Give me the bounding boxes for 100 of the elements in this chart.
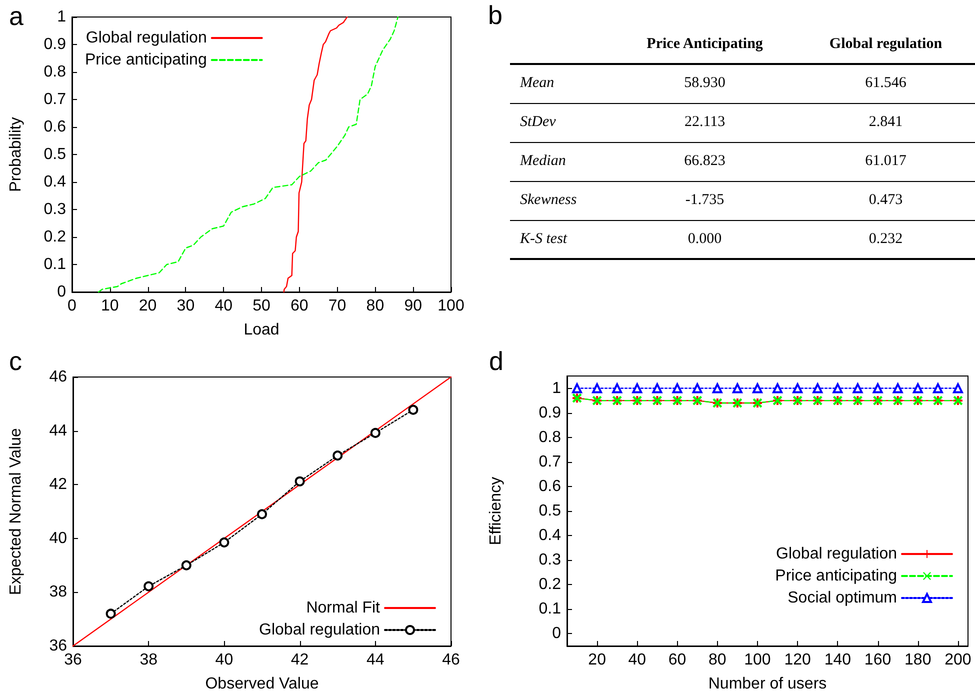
y-axis-title: Efficiency <box>488 476 504 546</box>
point <box>219 537 230 548</box>
x-tick-label: 160 <box>864 652 892 668</box>
point <box>257 509 267 520</box>
category-label: Mean <box>510 64 614 103</box>
point <box>872 383 883 394</box>
legend-label: Price anticipating <box>775 568 897 584</box>
x-tick-label: 42 <box>290 652 309 668</box>
text: Price Anticipating <box>613 25 796 64</box>
legend-label: Normal Fit <box>306 600 381 616</box>
y-tick-label: 0.9 <box>538 404 562 422</box>
y-tick-label: 0.8 <box>538 428 562 446</box>
point <box>612 383 622 394</box>
data-label: 61.546 <box>796 64 975 103</box>
chart-title: c <box>9 346 22 376</box>
point <box>792 383 803 394</box>
point <box>672 383 682 394</box>
x-tick-label: 100 <box>744 652 771 668</box>
point <box>912 383 923 394</box>
point <box>332 450 343 461</box>
point <box>932 383 943 394</box>
y-tick-label: 0.2 <box>538 576 562 594</box>
x-tick-label: 180 <box>904 652 932 668</box>
point <box>652 383 662 394</box>
legend-label: Global regulation <box>86 30 207 46</box>
category-label: StDev <box>510 103 614 142</box>
x-tick-label: 40 <box>628 652 646 668</box>
y-axis-title: Expected Normal Value <box>8 428 24 595</box>
data-label: 0.000 <box>613 220 796 259</box>
data-label: 0.232 <box>796 220 975 259</box>
point <box>832 383 843 394</box>
x-tick-label: 70 <box>328 298 346 314</box>
point <box>852 383 863 394</box>
x-axis-title: Observed Value <box>205 676 319 692</box>
x-tick-label: 44 <box>366 652 384 668</box>
category-label: Skewness <box>510 181 614 220</box>
y-tick-label: 1 <box>552 380 562 397</box>
data-label: 2.841 <box>796 103 975 142</box>
chart-title: a <box>9 1 24 31</box>
y-tick-label: 0.6 <box>538 478 562 495</box>
y-tick-label: 42 <box>49 476 68 494</box>
data-label: 0.473 <box>796 181 975 220</box>
x-tick-label: 46 <box>442 652 460 668</box>
chart-title: d <box>489 346 504 376</box>
x-tick-label: 40 <box>214 298 233 314</box>
point <box>106 608 116 619</box>
legend-label: Social optimum <box>788 590 897 606</box>
y-tick-label: 0.7 <box>44 91 66 108</box>
x-tick-label: 200 <box>944 652 972 668</box>
x-tick-label: 100 <box>438 298 464 314</box>
x-tick-label: 140 <box>824 652 852 668</box>
point <box>370 428 380 438</box>
point <box>812 383 823 394</box>
x-tick-label: 120 <box>784 652 812 668</box>
y-axis-title: Probability <box>8 117 24 192</box>
line-series <box>283 16 348 293</box>
point <box>632 383 642 394</box>
point <box>752 383 762 394</box>
y-tick-label: 0.5 <box>44 146 66 163</box>
point <box>692 383 702 394</box>
x-tick-label: 20 <box>588 652 606 668</box>
y-tick-label: 38 <box>49 584 68 601</box>
y-tick-label: 0 <box>552 625 562 642</box>
y-tick-label: 0.7 <box>538 453 562 470</box>
data-label: 66.823 <box>613 142 796 181</box>
text: b <box>488 0 502 30</box>
x-tick-label: 30 <box>176 298 195 314</box>
y-tick-label: 0.4 <box>44 174 66 190</box>
y-tick-label: 0.6 <box>44 118 66 136</box>
y-tick-label: 1 <box>57 8 66 26</box>
data-label: 61.017 <box>796 142 975 181</box>
point <box>294 476 305 486</box>
x-tick-label: 38 <box>140 652 158 668</box>
y-tick-label: 36 <box>49 638 68 654</box>
x-tick-label: 60 <box>668 652 686 668</box>
y-tick-label: 0.1 <box>538 600 562 618</box>
x-axis-title: Number of users <box>708 676 827 692</box>
legend-label: Global regulation <box>259 622 380 638</box>
legend-label: Price anticipating <box>85 52 207 68</box>
text: Global regulation <box>796 25 975 64</box>
point <box>712 383 722 394</box>
point <box>892 383 903 394</box>
point <box>572 383 582 394</box>
data-label: 58.930 <box>613 64 796 103</box>
x-tick-label: 90 <box>404 298 422 314</box>
point <box>181 560 192 570</box>
y-tick-label: 0 <box>57 284 66 300</box>
x-axis-title: Load <box>244 322 280 338</box>
data-label: 22.113 <box>613 103 796 142</box>
y-tick-label: 0.8 <box>44 64 66 80</box>
x-tick-label: 60 <box>290 298 308 314</box>
x-tick-label: 40 <box>215 652 234 668</box>
x-tick-label: 50 <box>252 298 270 314</box>
legend-label: Global regulation <box>776 546 897 562</box>
point <box>772 383 783 394</box>
y-tick-label: 0.2 <box>44 228 66 246</box>
y-tick-label: 46 <box>49 368 68 386</box>
category-label: K-S test <box>510 220 614 259</box>
y-tick-label: 0.5 <box>538 502 562 520</box>
y-tick-label: 0.4 <box>538 527 562 544</box>
